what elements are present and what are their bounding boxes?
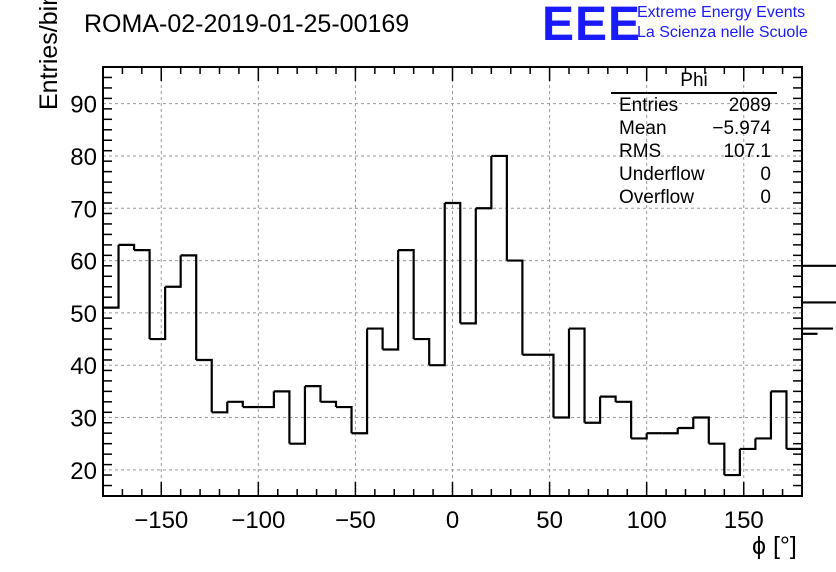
histogram-bin <box>398 249 415 340</box>
histogram-bin <box>631 433 648 440</box>
stats-box: Phi Entries 2089 Mean −5.974 RMS 107.1 U… <box>611 70 777 209</box>
stats-value: 2089 <box>728 95 771 116</box>
y-tick-label: 30 <box>70 406 97 433</box>
y-tick-label: 90 <box>70 92 97 119</box>
x-tick-label: 150 <box>724 507 764 534</box>
y-tick-label: 40 <box>70 353 97 380</box>
stats-label: Overflow <box>619 187 694 208</box>
stats-row-underflow: Underflow 0 <box>611 163 777 186</box>
stats-value: −5.974 <box>712 118 771 139</box>
histogram-bin <box>227 400 244 408</box>
histogram-bin <box>165 255 182 288</box>
histogram-bin <box>569 327 586 423</box>
logo-caption-line1: Extreme Energy Events <box>637 4 806 21</box>
x-tick-label: 50 <box>536 507 563 534</box>
logo-caption: Extreme Energy Events La Scienza nelle S… <box>637 3 808 43</box>
histogram-bin <box>351 328 369 435</box>
stats-row-rms: RMS 107.1 <box>611 140 777 163</box>
x-tick-label: −100 <box>231 507 285 534</box>
y-tick-label: 60 <box>70 249 97 276</box>
histogram-bin <box>273 390 291 444</box>
histogram-bin <box>304 385 322 402</box>
y-tick-label: 50 <box>70 301 97 328</box>
x-tick-label: 100 <box>627 507 667 534</box>
stats-value: 0 <box>760 164 771 185</box>
histogram-bin <box>149 286 167 341</box>
histogram-bin <box>755 391 773 440</box>
histogram-bin <box>506 259 524 355</box>
histogram-bin <box>724 448 741 477</box>
histogram-bin <box>708 442 726 476</box>
x-axis-title: ϕ [°] <box>752 532 797 560</box>
histogram-bin <box>196 358 213 413</box>
histogram-bin <box>444 201 462 324</box>
y-tick-label: 70 <box>70 196 97 223</box>
eee-logo: EEE <box>542 0 642 51</box>
histogram-bin <box>584 396 602 424</box>
histogram-bin <box>491 154 508 261</box>
histogram-bin <box>382 250 400 351</box>
histogram-bin <box>134 249 151 340</box>
histogram-bin <box>320 400 338 408</box>
stats-row-overflow: Overflow 0 <box>611 186 777 209</box>
stats-label: Entries <box>619 95 679 116</box>
histogram-bin <box>103 244 120 309</box>
y-tick-label: 80 <box>70 144 97 171</box>
x-tick-label: −50 <box>335 507 376 534</box>
histogram-bin <box>180 254 198 360</box>
histogram-bin <box>600 395 617 402</box>
stats-value: 107.1 <box>723 141 771 162</box>
stats-label: RMS <box>619 141 662 162</box>
stats-row-entries: Entries 2089 <box>611 94 777 117</box>
histogram-bin <box>413 337 431 366</box>
y-axis-title: Entries/bin <box>35 0 63 110</box>
histogram-bin <box>367 327 384 350</box>
stats-title: Phi <box>611 70 777 94</box>
histogram-bin <box>429 203 446 367</box>
run-title: ROMA-02-2019-01-25-00169 <box>84 10 410 38</box>
stats-value: 0 <box>760 187 771 208</box>
histogram-bin <box>118 243 136 251</box>
histogram-bin <box>537 353 555 418</box>
x-tick-label: 0 <box>446 507 459 534</box>
x-tick-label: −150 <box>134 507 188 534</box>
histogram-bin <box>693 416 710 444</box>
histogram-bin <box>770 390 788 449</box>
y-tick-label: 20 <box>70 458 97 485</box>
histogram-bin <box>615 400 633 439</box>
histogram-bin <box>336 405 353 434</box>
histogram-bin <box>258 391 275 409</box>
histogram-bin <box>460 208 477 325</box>
logo-caption-line2: La Scienza nelle Scuole <box>637 24 808 41</box>
histogram-bin <box>553 328 571 419</box>
stats-row-mean: Mean −5.974 <box>611 117 777 140</box>
histogram-bin <box>475 155 493 210</box>
stats-label: Mean <box>619 118 667 139</box>
histogram-bin <box>211 401 229 414</box>
histogram-bin <box>677 417 695 430</box>
histogram-bin <box>739 438 757 451</box>
stats-label: Underflow <box>619 164 705 185</box>
histogram-bin <box>289 386 307 445</box>
histogram-bin <box>662 427 679 435</box>
